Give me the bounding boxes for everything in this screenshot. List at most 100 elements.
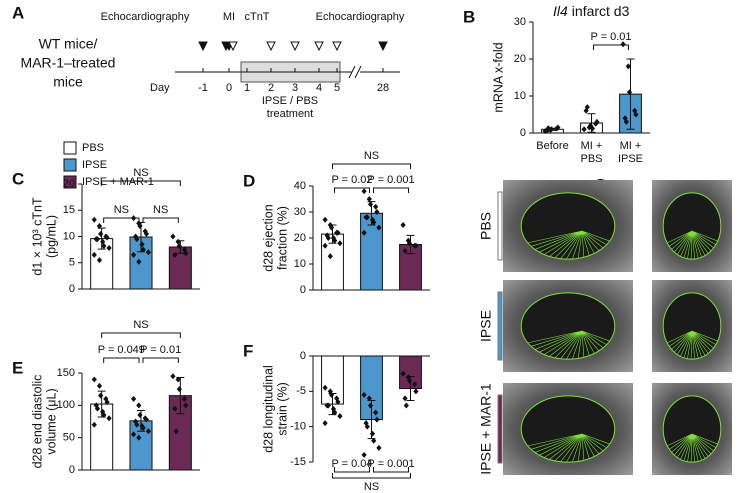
lv-cavity	[521, 192, 615, 260]
data-point	[183, 402, 189, 409]
title-italic: Il4	[553, 3, 568, 19]
y-tick-label: 30	[514, 16, 526, 28]
data-point	[403, 402, 409, 409]
significance-label: P = 0.001	[367, 174, 414, 186]
y-tick-label: 30	[294, 206, 306, 218]
timeline-marker	[314, 41, 324, 52]
data-point	[136, 258, 142, 265]
data-point	[400, 370, 406, 377]
data-point	[371, 219, 377, 226]
data-point	[143, 230, 149, 237]
significance-label: NS	[364, 481, 379, 493]
event: Echocardiography	[101, 11, 190, 23]
x-tick-label: IPSE	[618, 153, 643, 165]
significance-bracket	[332, 473, 411, 479]
data-point	[544, 127, 550, 134]
data-point	[134, 421, 140, 428]
data-point	[406, 240, 413, 247]
lv-contour	[662, 292, 722, 360]
y-tick-label: 0	[69, 464, 75, 476]
data-point	[94, 405, 101, 412]
data-point	[103, 395, 109, 402]
data-point	[587, 122, 594, 129]
data-point	[131, 431, 137, 438]
y-tick-label: -5	[296, 385, 306, 397]
data-point	[91, 421, 97, 428]
strain-vectors	[527, 433, 610, 463]
data-point	[324, 232, 330, 239]
data-point	[322, 242, 328, 249]
panel-label: A	[12, 3, 24, 22]
y-tick-label: 0	[520, 127, 526, 139]
significance-bracket	[103, 217, 140, 223]
data-point	[581, 126, 587, 133]
data-point	[361, 391, 367, 398]
significance-label: P = 0.049	[98, 344, 145, 356]
timeline-marker	[228, 41, 238, 52]
data-point	[325, 235, 331, 241]
data-point	[405, 237, 411, 244]
row-color-bar	[497, 191, 503, 261]
y-axis-label: d1 × 10³ cTnT	[30, 197, 44, 276]
data-point	[402, 395, 408, 402]
significance-label: P = 0.01	[590, 31, 631, 43]
data-point	[400, 222, 406, 228]
treatment: IPSE / PBS	[262, 95, 318, 107]
data-point	[94, 236, 101, 243]
data-point	[327, 222, 333, 228]
x-tick-label: PBS	[580, 153, 602, 165]
data-point	[412, 381, 418, 388]
y-tick-label: 150	[57, 367, 75, 379]
significance-bracket	[593, 44, 629, 50]
panel-label: B	[463, 7, 475, 26]
data-point	[106, 415, 112, 422]
data-point	[91, 216, 97, 223]
y-tick-label: -10	[290, 421, 306, 433]
data-point	[589, 125, 596, 132]
y-axis-label: (pg/mL)	[44, 215, 58, 258]
y-tick-label: 0	[300, 284, 306, 296]
legend-label: PBS	[82, 142, 104, 154]
data-point	[584, 104, 590, 111]
data-point	[131, 251, 137, 258]
row-label: IPSE + MAR-1	[478, 383, 494, 475]
significance-bracket	[373, 467, 409, 473]
data-point	[106, 245, 112, 252]
y-tick-label: 10	[294, 258, 306, 270]
data-point	[369, 430, 376, 437]
legend-label: IPSE + MAR-1	[82, 176, 154, 188]
data-point	[136, 402, 142, 409]
data-point	[176, 386, 182, 393]
data-point	[327, 253, 333, 260]
data-point	[622, 115, 628, 122]
data-point	[363, 420, 369, 427]
day-label: Day	[150, 82, 170, 94]
data-point	[373, 409, 379, 416]
data-point	[131, 395, 137, 402]
data-point	[176, 242, 182, 249]
data-point	[337, 240, 343, 247]
data-point	[374, 209, 380, 215]
timeline-marker	[221, 41, 231, 52]
legend-label: IPSE	[82, 159, 107, 171]
significance-label: NS	[133, 319, 148, 331]
lv-contour	[662, 192, 722, 260]
data-point	[376, 444, 382, 451]
subject: mice	[53, 74, 83, 90]
day: 2	[268, 82, 274, 94]
data-point	[371, 437, 377, 444]
data-point	[136, 434, 142, 441]
data-point	[91, 376, 97, 383]
row-label: PBS	[478, 212, 494, 240]
data-point	[137, 223, 143, 229]
row-label: IPSE	[478, 310, 494, 342]
y-axis-label: strain (%)	[275, 382, 289, 435]
day: 1	[244, 82, 250, 94]
y-axis-label: d28 longitudinal	[261, 365, 275, 453]
data-point	[364, 214, 370, 221]
significance-label: NS	[133, 167, 148, 179]
data-point	[402, 248, 408, 254]
y-tick-label: 50	[63, 432, 75, 444]
